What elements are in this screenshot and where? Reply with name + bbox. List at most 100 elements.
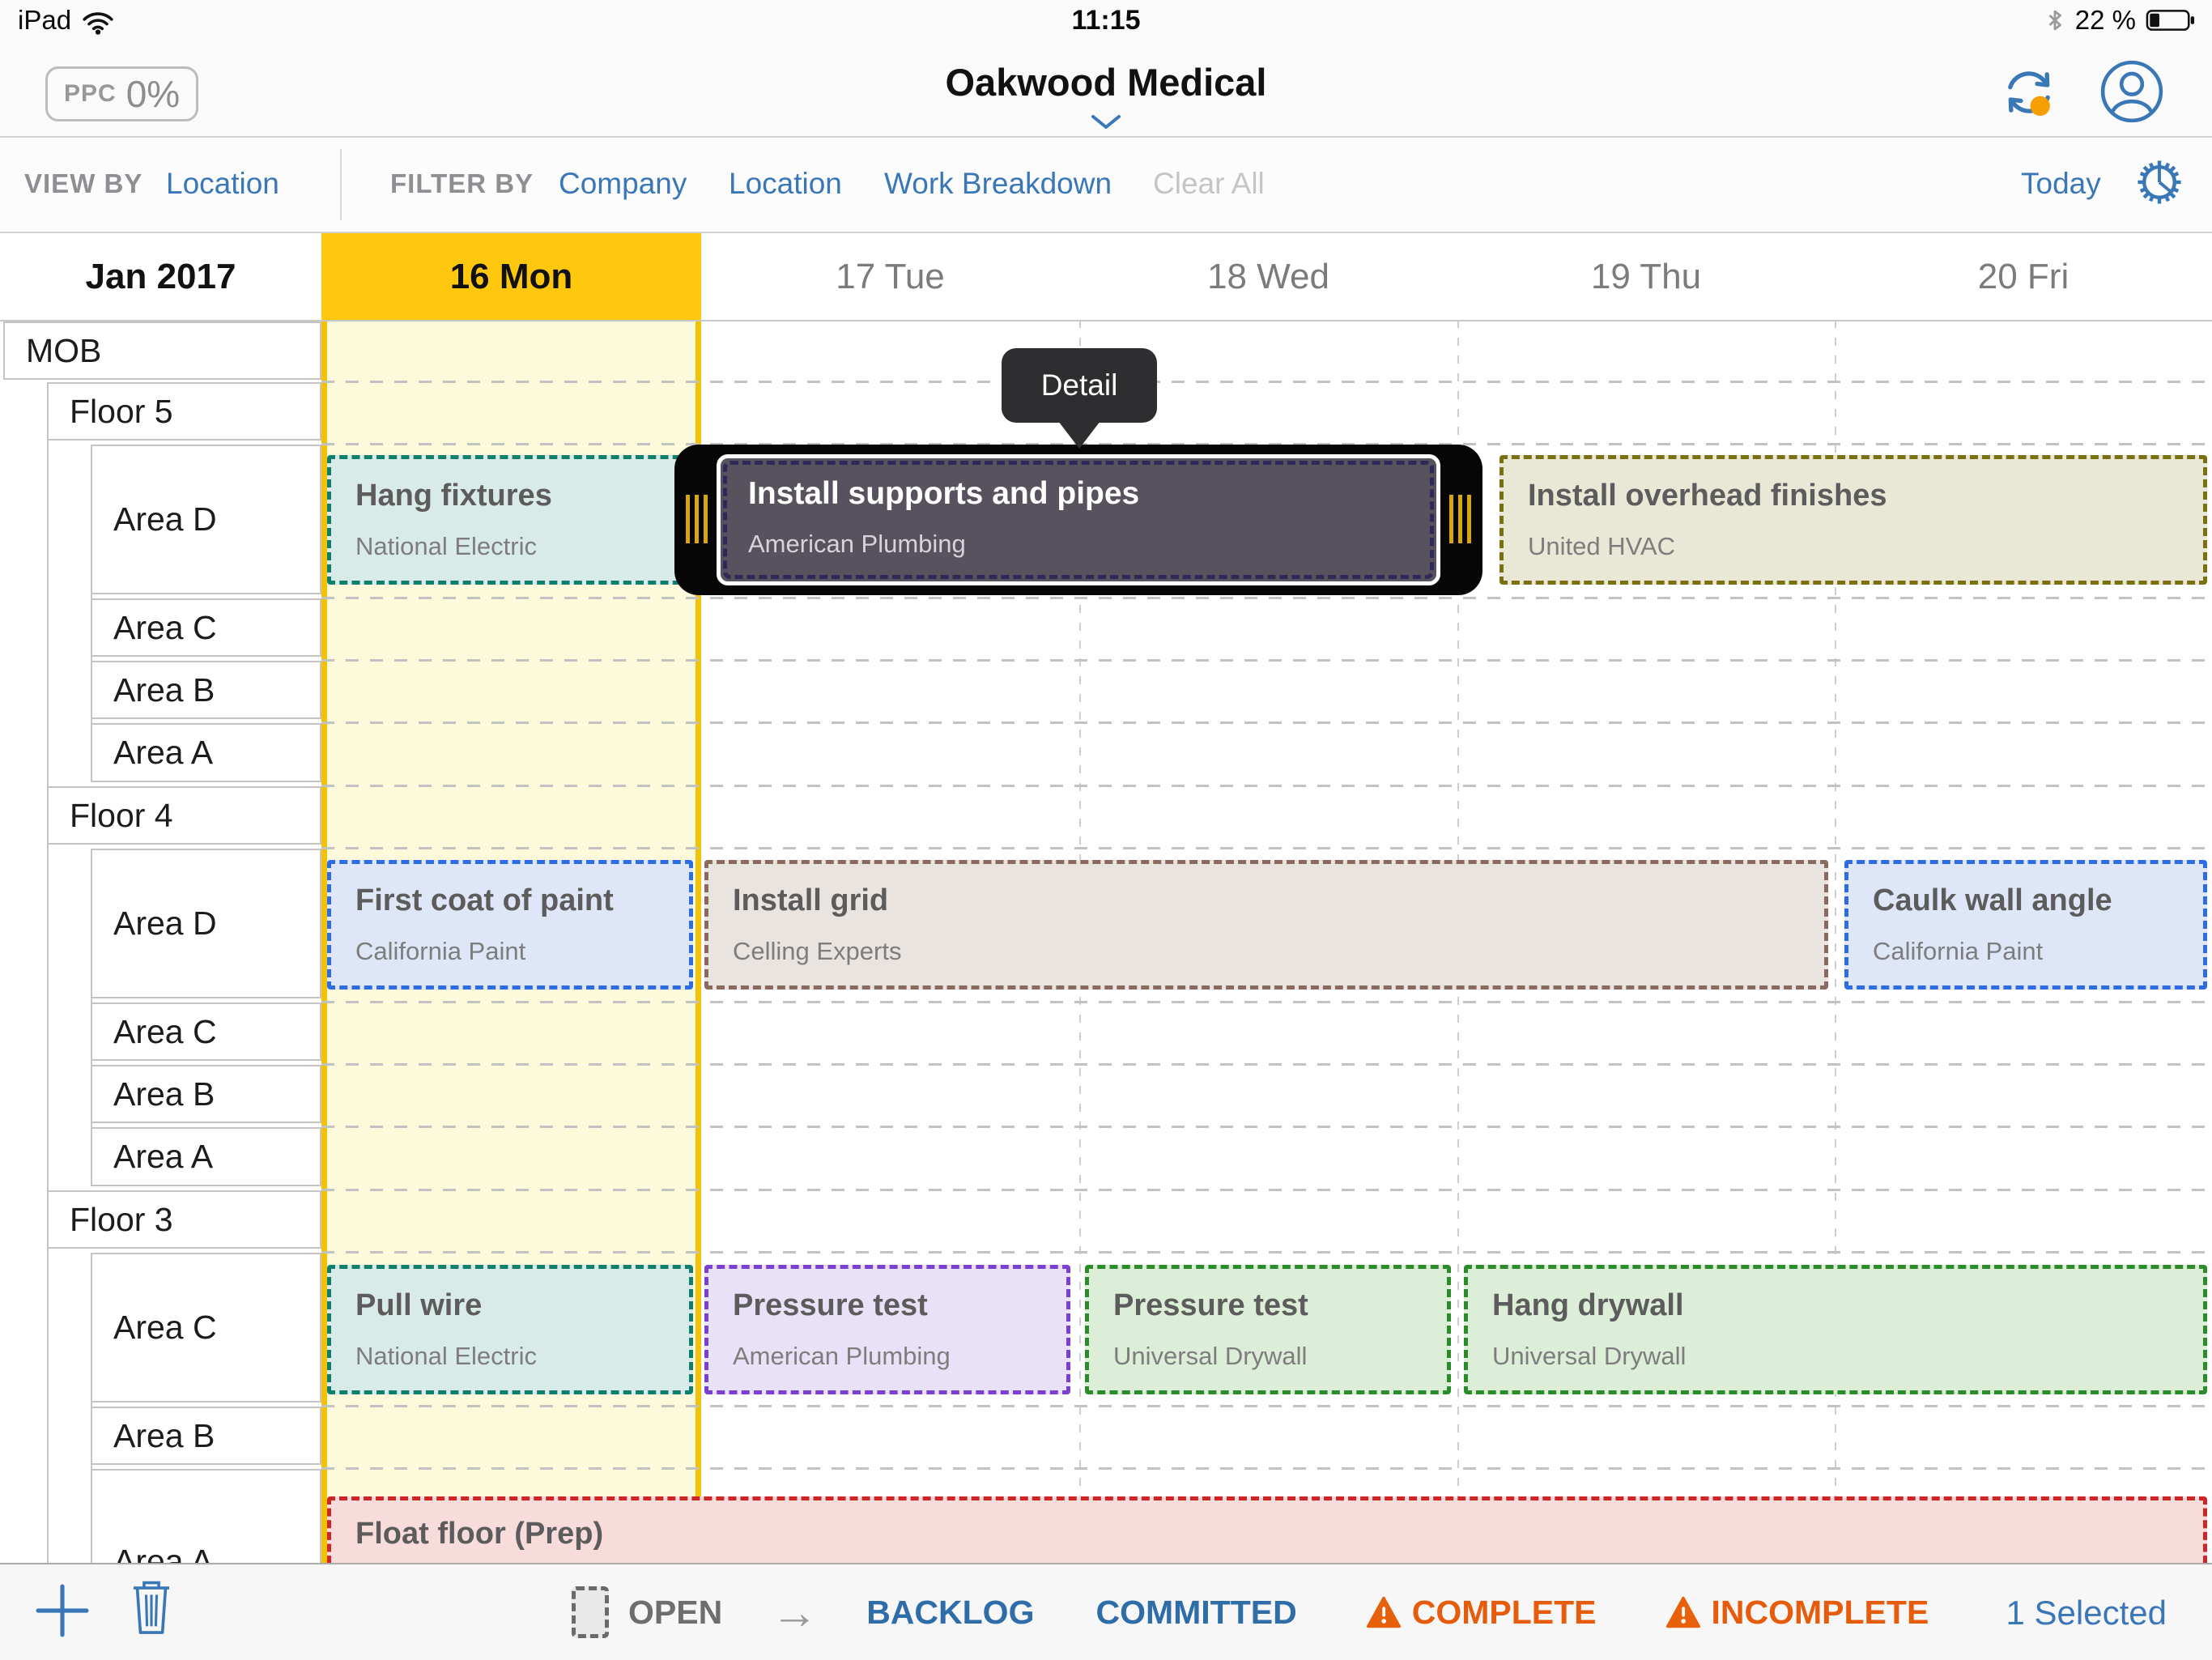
row-separator — [321, 597, 2212, 599]
task-caulk-wall-angle[interactable]: Caulk wall angle California Paint — [1844, 860, 2207, 990]
location-row-floor3-area-b[interactable]: Area B — [91, 1407, 321, 1465]
arrow-right-icon: → — [771, 1586, 819, 1639]
status-legend: OPEN → BACKLOG COMMITTED COMPLETE — [572, 1564, 1998, 1660]
detail-tooltip-tail — [1058, 421, 1100, 449]
clear-all-button[interactable]: Clear All — [1153, 167, 1265, 200]
task-company: National Electric — [355, 532, 537, 560]
drag-handle-right[interactable] — [1449, 495, 1471, 543]
plus-icon[interactable] — [36, 1584, 89, 1637]
detail-tooltip[interactable]: Detail — [1002, 348, 1157, 423]
location-label: Area D — [113, 500, 217, 538]
location-row-floor4-area-a[interactable]: Area A — [91, 1127, 321, 1186]
filter-location[interactable]: Location — [729, 167, 842, 200]
task-company: American Plumbing — [733, 1342, 951, 1370]
row-separator — [321, 1467, 2212, 1470]
legend-backlog-button[interactable]: BACKLOG — [866, 1593, 1035, 1631]
day-header-20-fri[interactable]: 20 Fri — [1977, 256, 2069, 296]
ppc-label: PPC — [64, 80, 117, 107]
battery-group: 22 % — [2044, 5, 2196, 36]
location-label: Area C — [113, 1309, 217, 1346]
task-hang-fixtures[interactable]: Hang fixtures National Electric — [327, 455, 693, 585]
divider — [340, 149, 342, 220]
view-by-value[interactable]: Location — [166, 167, 279, 200]
task-title: Install overhead finishes — [1528, 479, 1887, 513]
task-title: First coat of paint — [355, 883, 614, 917]
day-header-18-wed[interactable]: 18 Wed — [1207, 256, 1329, 296]
sync-icon[interactable] — [1998, 62, 2060, 123]
bottom-toolbar: OPEN → BACKLOG COMMITTED COMPLETE — [0, 1563, 2212, 1660]
task-install-overhead-finishes[interactable]: Install overhead finishes United HVAC — [1499, 455, 2207, 585]
task-company: California Paint — [355, 937, 526, 965]
gear-icon[interactable] — [2134, 157, 2184, 207]
task-pressure-test-drywall[interactable]: Pressure test Universal Drywall — [1085, 1265, 1451, 1394]
battery-percentage: 22 % — [2074, 5, 2136, 35]
warning-icon — [1366, 1596, 1401, 1628]
task-install-supports-and-pipes-selected[interactable]: Install supports and pipes American Plum… — [674, 445, 1482, 595]
location-label: Floor 4 — [70, 796, 173, 834]
location-row-mob[interactable]: MOB — [3, 321, 321, 380]
location-row-floor5-area-c[interactable]: Area C — [91, 598, 321, 657]
task-company: United HVAC — [1528, 532, 1676, 560]
task-title: Float floor (Prep) — [355, 1517, 604, 1551]
location-label: Area B — [113, 1416, 215, 1454]
legend-complete-button[interactable]: COMPLETE — [1366, 1593, 1597, 1632]
today-button[interactable]: Today — [2021, 167, 2101, 200]
task-title: Caulk wall angle — [1873, 883, 2112, 917]
location-row-floor4[interactable]: Floor 4 — [47, 786, 321, 845]
legend-incomplete-label: INCOMPLETE — [1711, 1593, 1929, 1631]
task-pull-wire[interactable]: Pull wire National Electric — [327, 1265, 693, 1394]
location-row-floor4-area-b[interactable]: Area B — [91, 1065, 321, 1123]
day-header-19-thu[interactable]: 19 Thu — [1590, 256, 1702, 296]
filter-work-breakdown[interactable]: Work Breakdown — [884, 167, 1112, 200]
battery-icon — [2146, 8, 2196, 32]
location-row-floor5[interactable]: Floor 5 — [47, 382, 321, 441]
task-title: Hang fixtures — [355, 479, 552, 513]
filter-bar: VIEW BY Location FILTER BY Company Locat… — [0, 138, 2212, 233]
open-state-icon — [572, 1586, 609, 1638]
row-separator — [321, 721, 2212, 724]
location-row-floor5-area-d[interactable]: Area D — [91, 445, 321, 594]
drag-handle-left[interactable] — [686, 495, 708, 543]
location-label: MOB — [26, 331, 102, 369]
location-row-floor4-area-c[interactable]: Area C — [91, 1002, 321, 1061]
column-separator — [1835, 320, 1836, 1564]
app-header: PPC 0% Oakwood Medical — [0, 42, 2212, 138]
row-separator — [321, 785, 2212, 787]
ppc-badge[interactable]: PPC 0% — [45, 66, 199, 121]
row-separator — [321, 1405, 2212, 1407]
legend-committed-button[interactable]: COMMITTED — [1095, 1593, 1297, 1631]
location-row-floor5-area-b[interactable]: Area B — [91, 661, 321, 719]
task-first-coat-of-paint[interactable]: First coat of paint California Paint — [327, 860, 693, 990]
task-pressure-test-plumbing[interactable]: Pressure test American Plumbing — [704, 1265, 1070, 1394]
location-row-floor3-area-c[interactable]: Area C — [91, 1253, 321, 1402]
location-label: Area A — [113, 1138, 214, 1175]
legend-incomplete-button[interactable]: INCOMPLETE — [1665, 1593, 1929, 1632]
hierarchy-line — [47, 382, 49, 1563]
selected-task-body[interactable]: Install supports and pipes American Plum… — [717, 454, 1440, 585]
filter-company[interactable]: Company — [559, 167, 687, 200]
row-separator — [321, 1189, 2212, 1191]
row-separator — [321, 1126, 2212, 1128]
legend-complete-label: COMPLETE — [1411, 1593, 1597, 1631]
task-hang-drywall[interactable]: Hang drywall Universal Drywall — [1464, 1265, 2207, 1394]
location-row-floor4-area-d[interactable]: Area D — [91, 849, 321, 998]
task-install-grid[interactable]: Install grid Celling Experts — [704, 860, 1828, 990]
chevron-down-icon[interactable] — [1090, 113, 1122, 131]
task-company: Celling Experts — [733, 937, 902, 965]
row-separator — [321, 443, 2212, 445]
trash-icon[interactable] — [128, 1579, 175, 1636]
location-row-floor5-area-a[interactable]: Area A — [91, 723, 321, 782]
clock: 11:15 — [1071, 5, 1141, 36]
task-company: National Electric — [355, 1342, 537, 1370]
row-separator — [321, 1251, 2212, 1254]
task-title: Install grid — [733, 883, 889, 917]
project-title[interactable]: Oakwood Medical — [945, 61, 1267, 104]
view-by-label: VIEW BY — [24, 168, 143, 198]
task-company: California Paint — [1873, 937, 2044, 965]
day-header-17-tue[interactable]: 17 Tue — [836, 256, 945, 296]
profile-icon[interactable] — [2099, 58, 2165, 125]
day-header-16-mon[interactable]: 16 Mon — [321, 233, 701, 320]
location-row-floor3[interactable]: Floor 3 — [47, 1190, 321, 1249]
detail-tooltip-label: Detail — [1040, 368, 1118, 402]
warning-icon — [1665, 1596, 1700, 1628]
